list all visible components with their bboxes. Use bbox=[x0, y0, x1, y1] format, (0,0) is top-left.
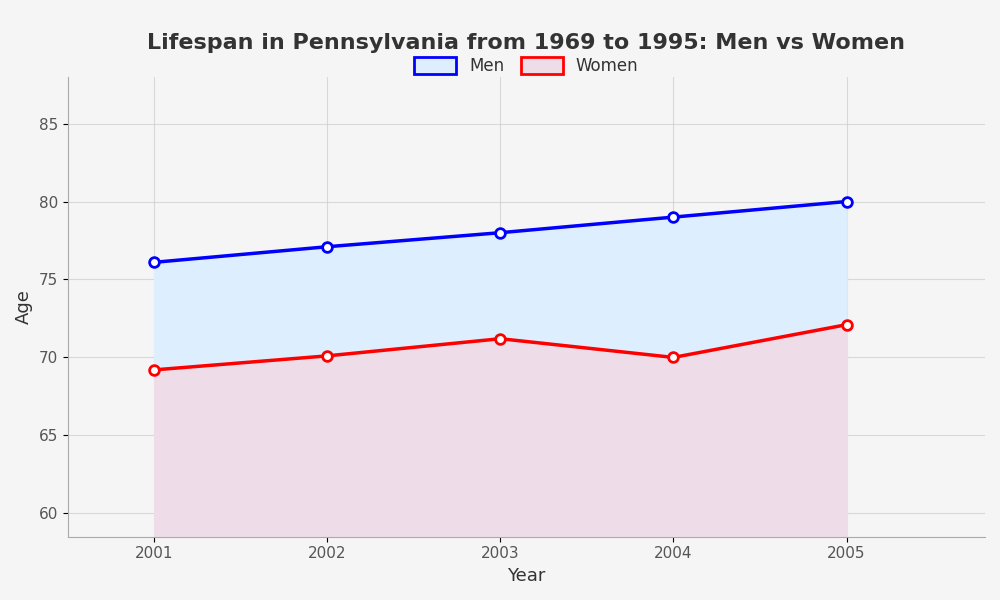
Y-axis label: Age: Age bbox=[15, 289, 33, 324]
Title: Lifespan in Pennsylvania from 1969 to 1995: Men vs Women: Lifespan in Pennsylvania from 1969 to 19… bbox=[147, 33, 905, 53]
X-axis label: Year: Year bbox=[507, 567, 546, 585]
Legend: Men, Women: Men, Women bbox=[406, 49, 647, 83]
